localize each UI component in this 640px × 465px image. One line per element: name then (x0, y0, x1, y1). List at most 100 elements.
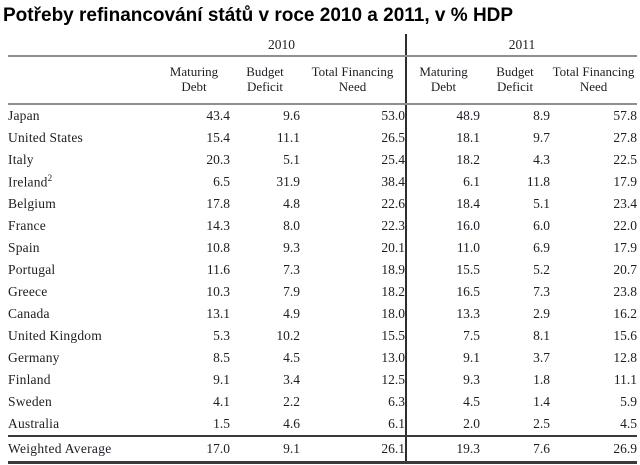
value-cell: 31.9 (276, 174, 300, 189)
value-cell: 4.1 (213, 394, 230, 409)
value-cell: 22.5 (613, 152, 638, 167)
country-cell: Germany (8, 347, 158, 369)
value-cell: 1.8 (533, 372, 551, 387)
country-label: United Kingdom (8, 328, 102, 343)
weighted-average-label: Weighted Average (8, 441, 112, 456)
value-cell: 15.5 (381, 328, 406, 343)
value-cell: 9.1 (213, 372, 230, 387)
table-row: Australia 1.5 4.6 6.1 2.0 2.5 4.5 (8, 413, 638, 437)
refinancing-needs-table: 2010 2011 Maturing Debt Budget Deficit T… (8, 34, 638, 464)
value-cell: 53.0 (381, 108, 406, 123)
value-cell: 9.3 (405, 369, 481, 391)
header-total-financing-need-2010: Total Financing Need (300, 56, 407, 105)
country-label: Australia (8, 416, 60, 431)
country-label: Canada (8, 306, 50, 321)
value-cell: 15.6 (613, 328, 638, 343)
empty-header-cell (8, 56, 158, 105)
country-cell: Greece (8, 281, 158, 303)
value-cell: 6.9 (533, 240, 551, 255)
value-cell: 18.2 (381, 284, 406, 299)
weighted-average-row: Weighted Average 17.0 9.1 26.1 19.3 7.6 … (8, 436, 638, 464)
value-cell: 14.3 (206, 218, 230, 233)
value-cell: 57.8 (613, 108, 638, 123)
table-row: United Kingdom 5.3 10.2 15.5 7.5 8.1 15.… (8, 325, 637, 347)
value-cell: 12.5 (381, 372, 406, 387)
value-cell: 17.9 (613, 240, 638, 255)
country-cell: Ireland2 (8, 171, 158, 193)
header-maturing-debt-2011: Maturing Debt (405, 56, 481, 105)
country-label: Ireland (8, 174, 48, 190)
value-cell: 17.9 (613, 174, 638, 189)
value-cell: 9.1 (230, 436, 300, 464)
value-cell: 18.2 (405, 149, 481, 171)
table-row: Ireland2 6.5 31.9 38.4 6.1 11.8 17.9 (8, 171, 637, 193)
value-cell: 15.4 (206, 130, 230, 145)
country-cell: Spain (8, 237, 158, 259)
value-cell: 11.8 (526, 174, 551, 189)
country-label: Japan (8, 108, 40, 123)
footnote-marker: 2 (47, 173, 53, 184)
country-label: Spain (8, 240, 40, 255)
value-cell: 4.6 (230, 413, 300, 437)
value-cell: 11.6 (206, 262, 230, 277)
column-header-row: Maturing Debt Budget Deficit Total Finan… (8, 56, 638, 105)
country-label: Sweden (8, 394, 52, 409)
value-cell: 17.0 (158, 436, 230, 464)
country-cell: United Kingdom (8, 325, 158, 347)
value-cell: 7.9 (283, 284, 300, 299)
weighted-average-label-cell: Weighted Average (8, 436, 158, 464)
value-cell: 11.1 (613, 372, 638, 387)
value-cell: 20.3 (206, 152, 230, 167)
value-cell: 2.2 (283, 394, 300, 409)
value-cell: 4.8 (283, 196, 300, 211)
corner-cell (8, 34, 158, 57)
value-cell: 2.5 (480, 413, 551, 437)
country-cell: France (8, 215, 158, 237)
value-cell: 4.3 (533, 152, 551, 167)
value-cell: 12.8 (613, 350, 638, 365)
header-budget-deficit-2010: Budget Deficit (230, 56, 300, 105)
value-cell: 23.4 (613, 196, 638, 211)
value-cell: 25.4 (381, 152, 406, 167)
value-cell: 19.3 (405, 436, 481, 464)
table-row: Italy 20.3 5.1 25.4 18.2 4.3 22.5 (8, 149, 637, 171)
value-cell: 2.0 (405, 413, 481, 437)
value-cell: 4.5 (550, 413, 638, 437)
value-cell: 13.3 (405, 303, 481, 325)
value-cell: 9.3 (283, 240, 300, 255)
value-cell: 23.8 (613, 284, 638, 299)
value-cell: 16.0 (405, 215, 481, 237)
value-cell: 7.5 (405, 325, 481, 347)
table-row: Portugal 11.6 7.3 18.9 15.5 5.2 20.7 (8, 259, 637, 281)
table-row: Canada 13.1 4.9 18.0 13.3 2.9 16.2 (8, 303, 637, 325)
value-cell: 10.3 (206, 284, 230, 299)
value-cell: 5.2 (533, 262, 551, 277)
country-label: Belgium (8, 196, 56, 211)
country-label: Germany (8, 350, 60, 365)
value-cell: 18.0 (381, 306, 406, 321)
value-cell: 38.4 (381, 174, 406, 189)
value-cell: 10.2 (276, 328, 300, 343)
value-cell: 1.5 (158, 413, 230, 437)
value-cell: 6.1 (300, 413, 407, 437)
country-label: Portugal (8, 262, 56, 277)
value-cell: 26.9 (550, 436, 638, 464)
value-cell: 11.1 (276, 130, 300, 145)
value-cell: 3.7 (533, 350, 551, 365)
value-cell: 9.1 (405, 347, 481, 369)
country-cell: Japan (8, 104, 158, 127)
year-2010-header: 2010 (158, 34, 407, 57)
country-cell: United States (8, 127, 158, 149)
value-cell: 1.4 (533, 394, 551, 409)
table-row: United States 15.4 11.1 26.5 18.1 9.7 27… (8, 127, 637, 149)
year-header-row: 2010 2011 (8, 34, 638, 57)
value-cell: 18.4 (405, 193, 481, 215)
year-2011-header: 2011 (405, 34, 638, 57)
table-row: Belgium 17.8 4.8 22.6 18.4 5.1 23.4 (8, 193, 637, 215)
page-title: Potřeby refinancování států v roce 2010 … (3, 5, 514, 26)
table-row: Germany 8.5 4.5 13.0 9.1 3.7 12.8 (8, 347, 637, 369)
value-cell: 43.4 (206, 108, 230, 123)
country-label: Italy (8, 152, 34, 167)
value-cell: 8.9 (533, 108, 551, 123)
table-row: Spain 10.8 9.3 20.1 11.0 6.9 17.9 (8, 237, 637, 259)
